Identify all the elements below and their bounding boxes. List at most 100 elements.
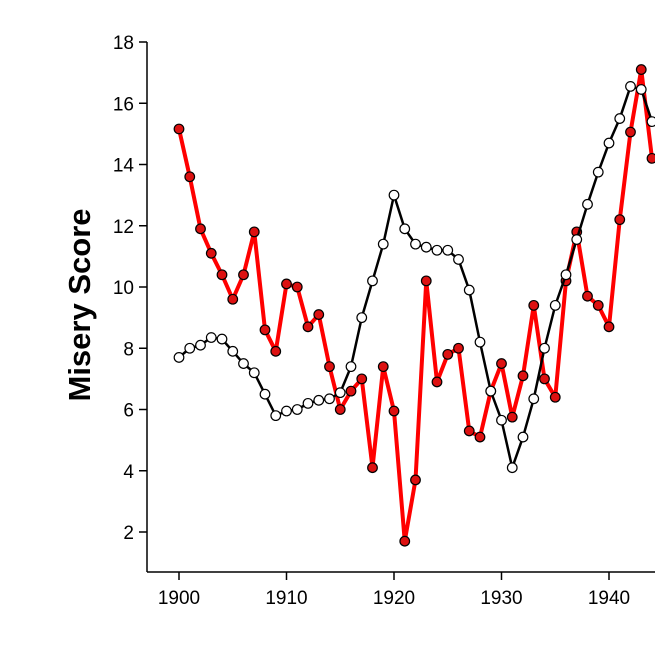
data-point-black bbox=[216, 333, 228, 345]
data-point-red bbox=[388, 405, 400, 417]
data-point-red bbox=[270, 345, 282, 357]
data-point-red bbox=[377, 361, 389, 373]
data-point-black bbox=[324, 393, 335, 405]
data-point-black bbox=[560, 269, 572, 281]
data-point-black bbox=[227, 345, 239, 357]
x-tick-label: 1910 bbox=[265, 588, 307, 609]
data-point-red bbox=[431, 376, 443, 388]
data-point-black bbox=[549, 299, 561, 311]
data-point-red bbox=[474, 431, 486, 443]
data-point-black bbox=[463, 284, 475, 296]
data-point-red bbox=[399, 535, 411, 547]
data-point-black bbox=[431, 244, 443, 256]
y-tick-label: 14 bbox=[113, 156, 135, 177]
data-point-red bbox=[442, 348, 454, 360]
data-point-red bbox=[453, 342, 464, 354]
y-tick-label: 4 bbox=[123, 462, 134, 483]
data-point-red bbox=[539, 373, 550, 385]
data-point-red bbox=[227, 293, 239, 305]
data-point-black bbox=[205, 332, 217, 343]
data-point-black bbox=[238, 358, 249, 369]
y-tick-label: 12 bbox=[113, 217, 134, 238]
data-point-red bbox=[259, 324, 271, 336]
data-point-black bbox=[635, 84, 647, 95]
data-point-black bbox=[571, 234, 583, 245]
data-point-red bbox=[496, 358, 507, 369]
data-point-red bbox=[517, 370, 529, 382]
data-point-red bbox=[302, 321, 314, 333]
data-point-red bbox=[345, 385, 357, 397]
y-tick-label: 8 bbox=[123, 339, 134, 360]
data-point-red bbox=[195, 223, 206, 235]
data-point-red bbox=[528, 299, 540, 311]
y-tick-label: 18 bbox=[113, 33, 134, 54]
data-point-red bbox=[356, 373, 368, 385]
series-black bbox=[173, 81, 655, 474]
x-tick-label: 1940 bbox=[588, 588, 630, 609]
series-line-black bbox=[178, 85, 654, 469]
panel-label: ) bbox=[0, 58, 1, 102]
data-point-red bbox=[603, 321, 615, 333]
data-point-black bbox=[625, 81, 636, 92]
x-tick-label: 1920 bbox=[373, 588, 415, 609]
data-point-black bbox=[248, 367, 260, 379]
data-point-red bbox=[582, 290, 593, 302]
data-point-black bbox=[334, 387, 346, 399]
data-point-black bbox=[291, 404, 303, 415]
series-line-red bbox=[177, 67, 654, 544]
data-point-black bbox=[377, 238, 389, 250]
y-axis-label: Misery Score bbox=[62, 209, 97, 402]
data-point-red bbox=[248, 226, 260, 238]
y-tick-label: 16 bbox=[113, 94, 134, 115]
data-point-red bbox=[334, 404, 346, 415]
data-point-black bbox=[474, 336, 486, 348]
data-point-black bbox=[453, 254, 464, 265]
data-point-red bbox=[367, 462, 378, 474]
data-point-black bbox=[539, 342, 550, 354]
data-point-red bbox=[281, 278, 292, 290]
data-point-red bbox=[506, 411, 518, 423]
data-point-black bbox=[614, 113, 626, 124]
data-point-black bbox=[281, 405, 292, 417]
data-point-red bbox=[549, 391, 561, 403]
data-point-black bbox=[603, 137, 615, 149]
data-point-red bbox=[205, 247, 217, 259]
data-point-red bbox=[420, 275, 432, 287]
data-point-black bbox=[646, 116, 655, 128]
data-point-red bbox=[592, 299, 604, 311]
data-point-red bbox=[238, 269, 249, 281]
data-point-black bbox=[582, 198, 593, 210]
data-point-black bbox=[345, 361, 357, 373]
y-tick-label: 10 bbox=[113, 278, 134, 299]
data-point-black bbox=[270, 410, 282, 422]
data-point-red bbox=[463, 425, 475, 437]
data-point-black bbox=[485, 385, 497, 397]
data-point-black bbox=[302, 397, 314, 409]
x-tick-label: 1900 bbox=[158, 588, 200, 609]
data-point-red bbox=[216, 269, 228, 281]
data-point-red bbox=[410, 474, 421, 486]
data-point-black bbox=[592, 166, 604, 178]
data-point-red bbox=[625, 126, 636, 138]
data-point-black bbox=[195, 339, 206, 351]
data-point-red bbox=[291, 281, 303, 293]
data-point-black bbox=[517, 431, 529, 443]
data-point-black bbox=[313, 394, 325, 406]
series-red bbox=[173, 64, 655, 547]
data-point-black bbox=[388, 189, 400, 201]
data-point-black bbox=[259, 388, 271, 400]
data-point-black bbox=[399, 223, 411, 235]
data-point-black bbox=[356, 312, 368, 324]
data-point-red bbox=[184, 171, 196, 183]
data-point-black bbox=[496, 414, 507, 426]
data-point-black bbox=[173, 352, 185, 363]
data-point-red bbox=[614, 214, 626, 226]
x-tick-label: 1930 bbox=[480, 588, 522, 609]
data-point-black bbox=[367, 275, 378, 287]
data-point-red bbox=[313, 309, 325, 320]
y-tick-label: 2 bbox=[123, 523, 134, 544]
data-point-black bbox=[528, 393, 540, 405]
data-point-black bbox=[506, 462, 518, 474]
y-tick-label: 6 bbox=[123, 401, 134, 422]
